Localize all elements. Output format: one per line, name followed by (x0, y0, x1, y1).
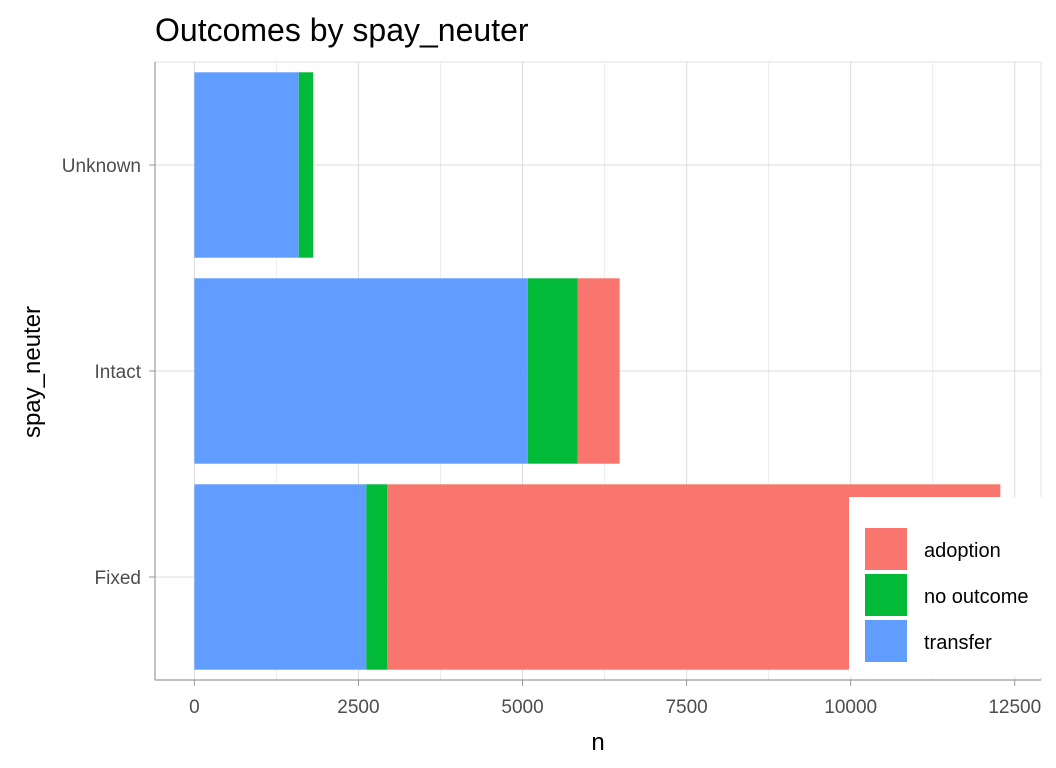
x-tick-label: 10000 (824, 697, 877, 718)
bar-transfer-fixed (194, 484, 367, 670)
axes-layer: 0 2500 5000 7500 10000 12500 Fixed Intact Unknow… (62, 62, 1041, 718)
legend-label: no outcome (924, 586, 1029, 608)
legend-key-adoption (865, 528, 907, 570)
x-tick-label: 0 (189, 697, 200, 718)
legend-label: transfer (924, 632, 992, 654)
legend: adoption no outcome transfer (849, 497, 1056, 677)
bar-no-outcome-fixed (366, 484, 388, 670)
bar-adoption-intact (577, 278, 620, 464)
x-tick-label: 5000 (501, 697, 543, 718)
legend-key-transfer (865, 620, 907, 662)
bar-transfer-intact (194, 278, 528, 464)
y-tick-label: Fixed (95, 568, 141, 589)
bar-no-outcome-unknown (298, 72, 314, 258)
bar-no-outcome-intact (527, 278, 578, 464)
x-tick-label: 7500 (665, 697, 707, 718)
bar-transfer-unknown (194, 72, 299, 258)
y-tick-label: Intact (95, 362, 142, 383)
legend-key-no-outcome (865, 574, 907, 616)
x-tick-label: 12500 (988, 697, 1041, 718)
x-tick-label: 2500 (337, 697, 379, 718)
bars-layer (194, 72, 1001, 670)
x-axis-title: n (591, 729, 604, 756)
y-axis-title: spay_neuter (19, 306, 46, 438)
y-tick-label: Unknown (62, 156, 141, 177)
legend-label: adoption (924, 540, 1001, 562)
chart-title: Outcomes by spay_neuter (155, 12, 529, 48)
